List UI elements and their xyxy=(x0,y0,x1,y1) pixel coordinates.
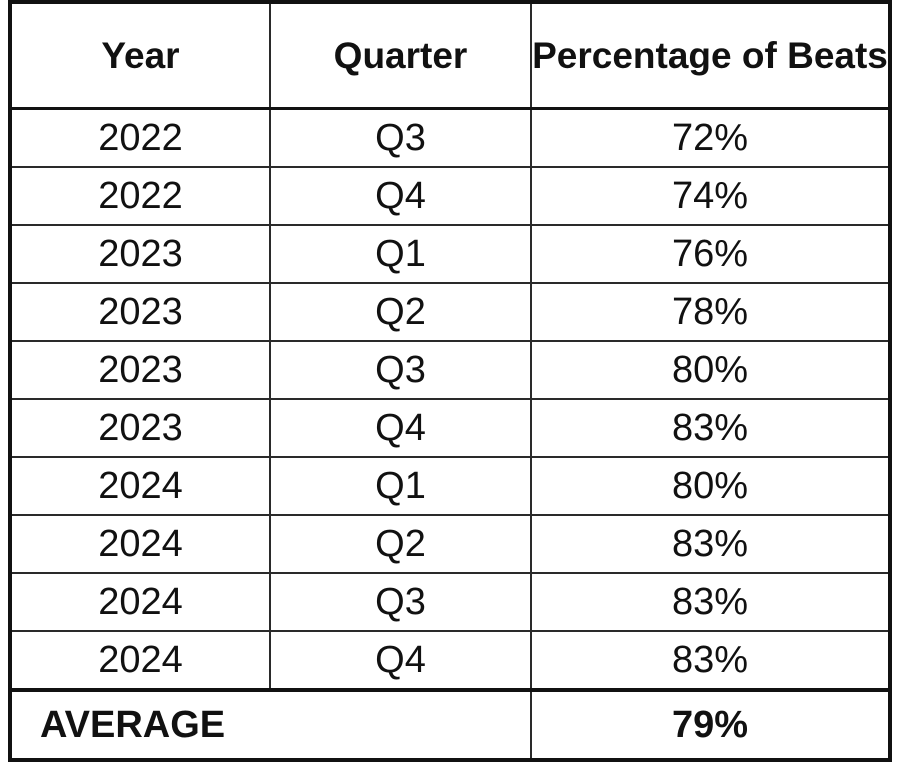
cell-percentage: 78% xyxy=(530,282,892,342)
header-percentage: Percentage of Beats xyxy=(530,0,892,110)
header-year: Year xyxy=(8,0,271,110)
beats-table: Year Quarter Percentage of Beats 2022 Q3 7… xyxy=(8,0,892,762)
cell-quarter: Q3 xyxy=(269,572,532,632)
cell-percentage: 72% xyxy=(530,107,892,168)
cell-year: 2022 xyxy=(8,166,271,226)
cell-quarter: Q3 xyxy=(269,340,532,400)
cell-quarter: Q1 xyxy=(269,456,532,516)
table-row: 2024 Q2 83% xyxy=(8,514,892,574)
cell-quarter: Q2 xyxy=(269,514,532,574)
average-value: 79% xyxy=(530,688,892,762)
cell-year: 2024 xyxy=(8,630,271,691)
cell-year: 2024 xyxy=(8,514,271,574)
table-row: 2023 Q2 78% xyxy=(8,282,892,342)
header-row: Year Quarter Percentage of Beats xyxy=(8,0,892,110)
cell-percentage: 83% xyxy=(530,630,892,691)
cell-year: 2022 xyxy=(8,107,271,168)
cell-quarter: Q4 xyxy=(269,166,532,226)
cell-year: 2023 xyxy=(8,282,271,342)
cell-year: 2024 xyxy=(8,572,271,632)
cell-percentage: 83% xyxy=(530,514,892,574)
table-row: 2024 Q4 83% xyxy=(8,630,892,691)
cell-percentage: 80% xyxy=(530,340,892,400)
average-row: AVERAGE 79% xyxy=(8,688,892,762)
cell-percentage: 80% xyxy=(530,456,892,516)
cell-percentage: 83% xyxy=(530,572,892,632)
cell-year: 2024 xyxy=(8,456,271,516)
cell-quarter: Q1 xyxy=(269,224,532,284)
table-body: 2022 Q3 72% 2022 Q4 74% 2023 Q1 76% 2023 Q2 78% 2023… xyxy=(8,107,892,691)
table-row: 2024 Q1 80% xyxy=(8,456,892,516)
cell-year: 2023 xyxy=(8,224,271,284)
average-label: AVERAGE xyxy=(8,688,532,762)
cell-quarter: Q3 xyxy=(269,107,532,168)
table-row: 2022 Q4 74% xyxy=(8,166,892,226)
cell-percentage: 76% xyxy=(530,224,892,284)
table-row: 2023 Q4 83% xyxy=(8,398,892,458)
beats-table-container: Year Quarter Percentage of Beats 2022 Q3 7… xyxy=(8,0,892,765)
table-row: 2022 Q3 72% xyxy=(8,107,892,168)
cell-year: 2023 xyxy=(8,340,271,400)
header-quarter: Quarter xyxy=(269,0,532,110)
cell-percentage: 83% xyxy=(530,398,892,458)
table-row: 2024 Q3 83% xyxy=(8,572,892,632)
cell-quarter: Q2 xyxy=(269,282,532,342)
cell-year: 2023 xyxy=(8,398,271,458)
table-row: 2023 Q3 80% xyxy=(8,340,892,400)
cell-quarter: Q4 xyxy=(269,630,532,691)
cell-percentage: 74% xyxy=(530,166,892,226)
table-row: 2023 Q1 76% xyxy=(8,224,892,284)
cell-quarter: Q4 xyxy=(269,398,532,458)
